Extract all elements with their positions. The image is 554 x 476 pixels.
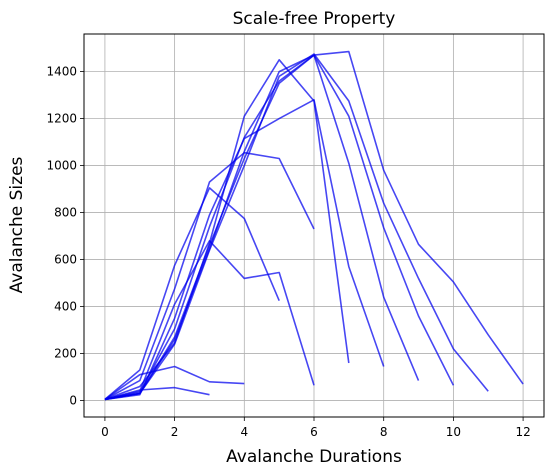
x-tick-label: 0 [101,425,109,439]
y-tick-label: 400 [54,300,77,314]
series-line-10 [104,53,489,401]
series-group [104,50,524,401]
y-tick-label: 1200 [46,112,77,126]
y-tick-label: 600 [54,253,77,267]
series-line-11 [104,50,524,401]
x-axis-label: Avalanche Durations [226,447,402,467]
x-tick-label: 2 [171,425,179,439]
y-axis-label: Avalanche Sizes [7,156,27,293]
x-tick-label: 6 [310,425,318,439]
x-tick-label: 4 [240,425,248,439]
series-line-5 [104,240,315,401]
series-line-3 [104,187,280,401]
x-tick-label: 8 [380,425,388,439]
series-line-9 [104,54,455,401]
y-tick-label: 200 [54,347,77,361]
series-line-4 [104,151,315,401]
series-line-2 [104,365,245,401]
ticks: 0 2 4 6 8 10 12 0 200 400 600 800 1000 1200 1400 [46,65,530,439]
x-tick-label: 12 [515,425,530,439]
series-line-6 [104,58,350,401]
chart-title: Scale-free Property [233,9,396,29]
y-tick-label: 800 [54,206,77,220]
x-tick-label: 10 [446,425,461,439]
y-tick-label: 1400 [46,65,77,79]
y-tick-label: 1000 [46,159,77,173]
y-tick-label: 0 [69,394,77,408]
series-line-8 [104,54,420,401]
